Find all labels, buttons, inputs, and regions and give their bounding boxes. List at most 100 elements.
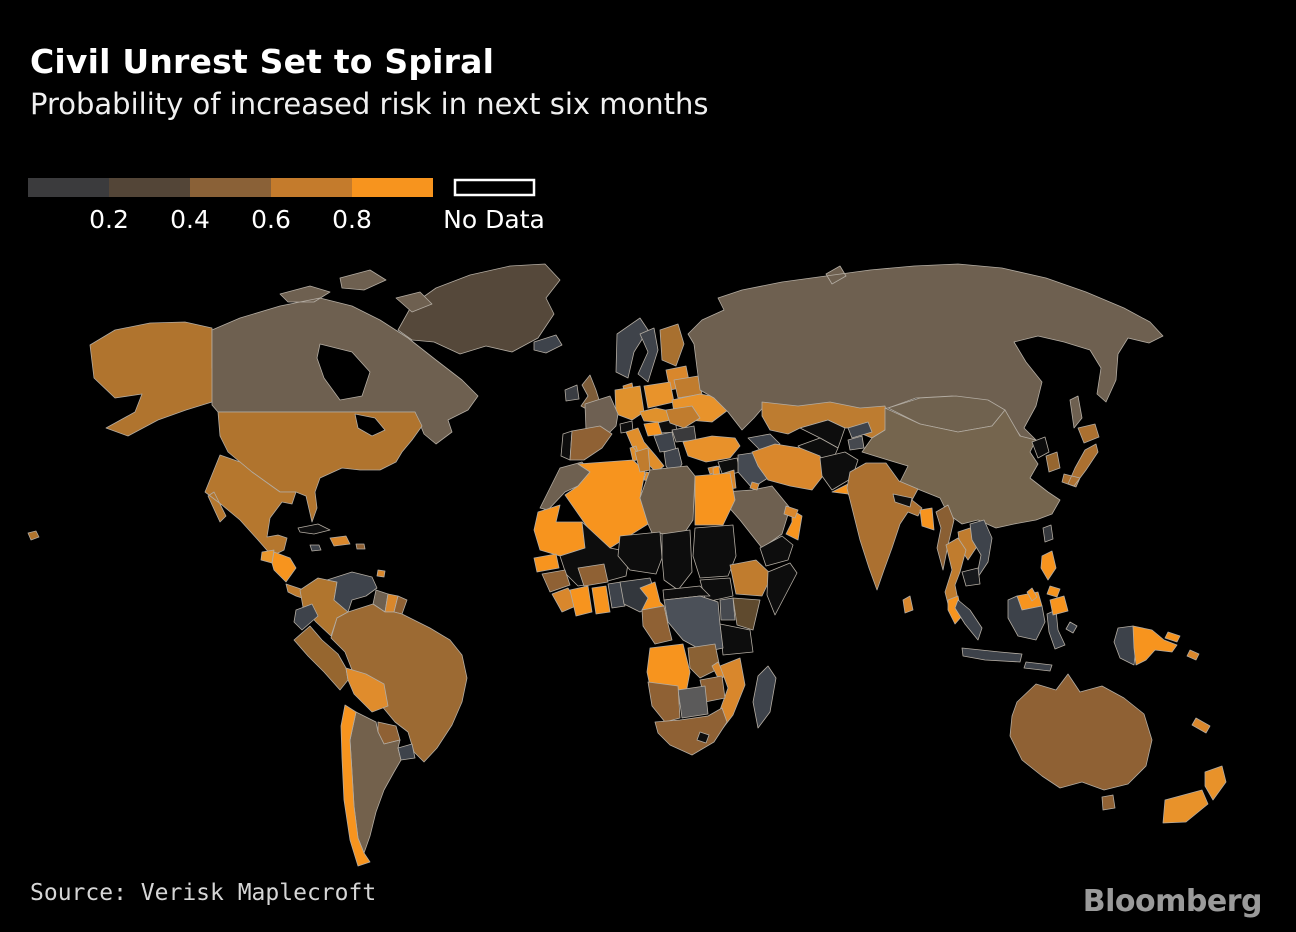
region-russia-central-asia [687, 263, 1164, 529]
country-drc [663, 595, 724, 653]
region-north-america [27, 263, 561, 601]
country-burkina-faso [577, 563, 609, 587]
country-ireland [564, 384, 580, 402]
country-ghana [591, 585, 611, 615]
country-yemen [759, 535, 794, 567]
country-honduras-nicaragua [271, 551, 297, 583]
country-poland [643, 381, 675, 409]
country-ivory-coast [569, 585, 593, 617]
legend-color-ramp [28, 178, 536, 197]
country-kuwait [749, 481, 760, 491]
legend: 0.2 0.4 0.6 0.8 No Data [28, 177, 628, 241]
country-botswana [677, 685, 709, 719]
legend-swatch-3 [190, 178, 271, 197]
chart-subtitle: Probability of increased risk in next si… [30, 87, 709, 121]
country-south-korea [1045, 451, 1061, 473]
bloomberg-logo: Bloomberg [1082, 884, 1263, 919]
country-japan [1061, 423, 1100, 488]
country-jamaica [309, 544, 322, 552]
country-oman [785, 509, 803, 541]
country-papua-new-guinea [1132, 625, 1181, 666]
legend-tick-0-4: 0.4 [170, 205, 210, 234]
legend-swatch-2 [109, 178, 190, 197]
country-gabon-congo [641, 605, 673, 645]
legend-swatch-4 [271, 178, 352, 197]
country-philippines [1026, 550, 1069, 616]
country-chad [661, 529, 693, 591]
country-india [846, 462, 923, 591]
country-niger [617, 531, 663, 575]
country-greenland [397, 263, 561, 355]
country-new-caledonia [1191, 717, 1211, 734]
country-myanmar [935, 504, 955, 571]
country-thailand [944, 537, 967, 613]
legend-swatch-1 [28, 178, 109, 197]
country-nepal [892, 493, 913, 508]
country-cambodia [961, 567, 981, 587]
country-vietnam [969, 519, 993, 581]
country-iceland [533, 334, 563, 354]
country-ethiopia [729, 559, 773, 597]
country-sweden [637, 327, 659, 383]
legend-tick-0-8: 0.8 [332, 205, 372, 234]
source-note: Source: Verisk Maplecroft [30, 880, 377, 906]
country-uae [783, 505, 799, 519]
hudson-bay [316, 343, 371, 401]
country-taiwan [1042, 524, 1054, 543]
country-sudan [692, 524, 737, 579]
region-oceania [1009, 625, 1227, 824]
country-ecuador [293, 603, 319, 631]
country-uzbekistan [799, 419, 846, 449]
chart-title: Civil Unrest Set to Spiral [30, 42, 495, 81]
country-australia [1009, 673, 1153, 811]
country-mozambique [719, 657, 746, 729]
country-cuba [297, 523, 331, 535]
country-uganda [719, 597, 736, 621]
country-iran [751, 443, 827, 491]
country-bangladesh [919, 507, 935, 531]
legend-no-data-label: No Data [443, 205, 545, 234]
country-romania [665, 405, 701, 429]
region-africa [533, 447, 798, 756]
country-egypt [694, 472, 736, 526]
country-finland [659, 323, 685, 367]
country-senegal [533, 553, 560, 573]
country-indonesia [954, 595, 1137, 672]
country-germany [614, 385, 645, 421]
country-namibia [647, 681, 681, 723]
country-kyrgyzstan [847, 421, 873, 439]
country-sri-lanka [902, 595, 914, 614]
country-norway [615, 317, 649, 379]
country-trinidad [376, 569, 386, 578]
country-spain [569, 425, 613, 461]
region-europe [533, 317, 741, 483]
country-somalia [766, 562, 798, 616]
country-kenya [732, 597, 761, 631]
region-south-america [293, 571, 468, 867]
country-togo-benin [607, 581, 626, 609]
country-tajikistan [847, 435, 865, 451]
country-bolivia [345, 667, 389, 713]
country-mexico [204, 454, 297, 557]
country-lesotho [696, 731, 710, 744]
country-venezuela [326, 571, 378, 613]
country-new-zealand [1162, 765, 1227, 824]
country-libya [639, 465, 696, 536]
country-china [861, 407, 1061, 529]
country-serbia-bosnia [653, 431, 677, 453]
country-alaska [89, 321, 229, 437]
country-guinea [541, 569, 571, 593]
great-lakes [354, 413, 386, 437]
legend-swatch-5 [352, 178, 433, 197]
country-madagascar [752, 665, 777, 729]
country-zambia [687, 643, 721, 679]
legend-tick-0-2: 0.2 [89, 205, 129, 234]
legend-no-data-swatch [453, 178, 536, 197]
country-south-africa [654, 707, 728, 756]
legend-tick-0-6: 0.6 [251, 205, 291, 234]
country-puerto-rico [355, 543, 366, 550]
country-uruguay [397, 743, 416, 761]
country-chile [340, 704, 371, 867]
